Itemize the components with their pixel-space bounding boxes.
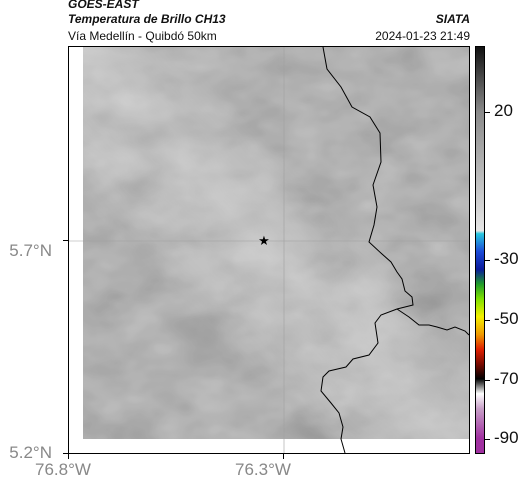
- lat-tick-label: 5.2°N: [9, 443, 52, 462]
- route-subtitle: Vía Medellín - Quibdó 50km: [68, 29, 217, 43]
- star-icon: ★: [258, 233, 270, 248]
- lat-tick-label: 5.7°N: [9, 241, 52, 261]
- colorbar: [475, 46, 485, 454]
- department-border-west: [320, 47, 414, 453]
- lon-tick-mark: [68, 454, 69, 459]
- map-canvas: ★: [69, 47, 469, 453]
- lon-tick-mark: [283, 454, 284, 459]
- lat-tick-mark: [63, 453, 68, 454]
- colorbar-label: -90: [494, 428, 519, 448]
- department-border-east: [396, 308, 469, 336]
- agency-label: SIATA: [435, 12, 470, 26]
- colorbar-label: -70: [494, 368, 519, 388]
- lat-tick-mark: [63, 240, 68, 241]
- colorbar-label: 20: [494, 100, 513, 120]
- lon-tick-label: 76.3°W: [235, 460, 291, 479]
- colorbar-tick-mark: [485, 379, 490, 381]
- lon-tick-label: 76.8°W: [35, 460, 91, 479]
- satellite-name: GOES-EAST: [68, 0, 139, 11]
- colorbar-tick-mark: [485, 439, 490, 441]
- colorbar-tick-mark: [485, 111, 490, 113]
- satellite-map: ★: [68, 46, 470, 454]
- timestamp-label: 2024-01-23 21:49: [375, 29, 470, 43]
- colorbar-tick-mark: [485, 260, 490, 262]
- colorbar-label: -30: [494, 249, 519, 269]
- colorbar-label: -50: [494, 308, 519, 328]
- cloud-band: [83, 47, 469, 439]
- colorbar-tick-mark: [485, 319, 490, 321]
- product-title: Temperatura de Brillo CH13: [68, 12, 226, 26]
